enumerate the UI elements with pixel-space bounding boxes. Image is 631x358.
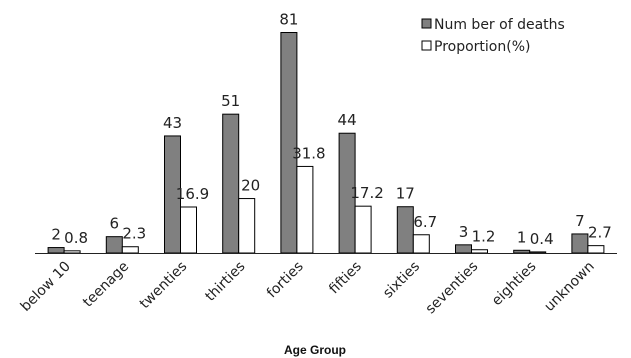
- bar-deaths-1: [105, 236, 123, 254]
- bar-proportion-9: [587, 245, 605, 254]
- x-tick-label-1: teenage: [80, 259, 132, 311]
- label-proportion-9: 2.7: [588, 224, 612, 242]
- bar-deaths-9: [571, 233, 589, 254]
- x-tick-labels: below 10 teenage twenties thirties forties fi…: [18, 259, 598, 318]
- legend-swatch-1: [421, 40, 432, 51]
- x-tick-label-0: below 10: [18, 259, 74, 315]
- bar-deaths-7: [455, 244, 472, 254]
- legend: Num ber of deaths Proportion(%): [421, 17, 565, 55]
- x-tick-label-3: thirties: [202, 259, 248, 305]
- label-proportion-5: 17.2: [350, 184, 383, 202]
- bar-proportion-5: [354, 205, 372, 254]
- bar-proportion-3: [238, 198, 256, 254]
- label-proportion-7: 1.2: [472, 228, 496, 246]
- x-tick-label-6: sixties: [380, 259, 423, 302]
- bar-proportion-2: [180, 206, 197, 254]
- label-proportion-0: 0.8: [64, 229, 88, 247]
- bar-deaths-6: [396, 206, 414, 254]
- bar-deaths-8: [513, 249, 531, 254]
- label-deaths-4: 81: [279, 11, 298, 29]
- x-tick-label-8: eighties: [489, 259, 540, 310]
- label-deaths-5: 44: [338, 111, 357, 129]
- label-deaths-1: 6: [110, 215, 120, 233]
- bar-proportion-4: [296, 165, 314, 254]
- legend-label-0: Num ber of deaths: [434, 17, 565, 33]
- label-proportion-6: 6.7: [413, 213, 437, 231]
- bars-layer: [47, 32, 605, 254]
- x-tick-label-9: unknown: [541, 259, 597, 315]
- label-deaths-2: 43: [163, 114, 182, 132]
- x-tick-label-5: fifties: [326, 259, 365, 298]
- label-deaths-7: 3: [459, 223, 469, 241]
- bar-proportion-1: [121, 246, 139, 254]
- bar-deaths-0: [47, 247, 65, 254]
- bar-deaths-4: [280, 32, 298, 254]
- x-tick-label-4: forties: [264, 259, 307, 302]
- label-proportion-2: 16.9: [176, 185, 209, 203]
- x-tick-label-2: twenties: [137, 259, 191, 313]
- label-deaths-3: 51: [221, 92, 240, 110]
- legend-label-1: Proportion(%): [434, 39, 530, 55]
- label-proportion-1: 2.3: [122, 225, 146, 243]
- label-proportion-8: 0.4: [530, 230, 554, 248]
- label-proportion-3: 20: [241, 177, 260, 195]
- label-deaths-0: 2: [51, 226, 61, 244]
- bar-deaths-3: [222, 113, 240, 254]
- bar-proportion-0: [63, 250, 81, 254]
- bar-proportion-7: [471, 249, 488, 254]
- label-deaths-6: 17: [396, 185, 415, 203]
- x-axis-title: Age Group: [284, 343, 346, 357]
- label-proportion-4: 31.8: [292, 144, 325, 162]
- legend-swatch-0: [421, 18, 432, 29]
- bar-proportion-6: [412, 234, 430, 254]
- label-deaths-9: 7: [575, 212, 585, 230]
- bar-proportion-8: [529, 251, 547, 254]
- x-tick-label-7: seventies: [423, 259, 482, 318]
- label-deaths-8: 1: [517, 228, 527, 246]
